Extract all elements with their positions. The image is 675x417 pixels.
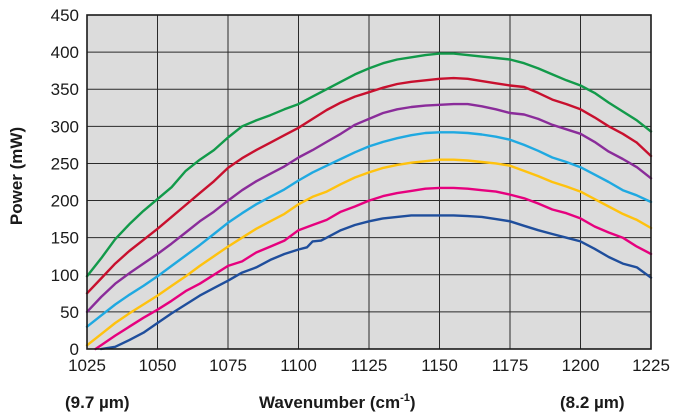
x-tick-label: 1050	[139, 356, 177, 375]
y-tick-label: 150	[51, 229, 79, 248]
y-tick-label: 0	[70, 340, 79, 359]
x-axis-right-note: (8.2 µm)	[560, 393, 625, 412]
y-tick-label: 300	[51, 117, 79, 136]
series-line-4	[85, 131, 653, 328]
series-line-2	[94, 186, 653, 351]
y-tick-label: 250	[51, 154, 79, 173]
series-line-3	[85, 158, 653, 347]
y-tick-labels: 0 50 100 150 200 250 300 350 400 450	[51, 6, 79, 359]
x-axis-title-superscript: -1	[400, 392, 410, 404]
y-axis-title: Power (mW)	[7, 127, 26, 225]
x-tick-label: 1025	[68, 356, 106, 375]
x-axis-left-note: (9.7 µm)	[65, 393, 130, 412]
x-tick-label: 1100	[280, 356, 317, 375]
x-tick-label: 1200	[562, 356, 600, 375]
x-axis-title-suffix: )	[410, 393, 416, 412]
y-tick-label: 100	[51, 266, 79, 285]
x-tick-label: 1125	[351, 356, 388, 375]
x-axis-title: Wavenumber (cm-1)	[259, 392, 416, 412]
y-tick-label: 350	[51, 80, 79, 99]
y-tick-label: 200	[51, 192, 79, 211]
x-tick-label: 1225	[632, 356, 670, 375]
x-tick-label: 1075	[209, 356, 247, 375]
plot-frame	[86, 14, 652, 350]
series-line-5	[85, 102, 653, 314]
x-axis-title-main: Wavenumber (cm	[259, 393, 400, 412]
series-line-7	[85, 52, 653, 278]
y-tick-label: 50	[60, 303, 79, 322]
series-line-1	[99, 214, 653, 351]
x-tick-label: 1175	[492, 356, 529, 375]
x-tick-label: 1150	[421, 356, 458, 375]
series-line-6	[85, 76, 653, 295]
y-tick-label: 450	[51, 6, 79, 25]
y-tick-label: 400	[51, 43, 79, 62]
series-group	[85, 52, 653, 351]
x-tick-labels: 1025 1050 1075 1100 1125 1150 1175 1200 1225	[68, 356, 670, 375]
